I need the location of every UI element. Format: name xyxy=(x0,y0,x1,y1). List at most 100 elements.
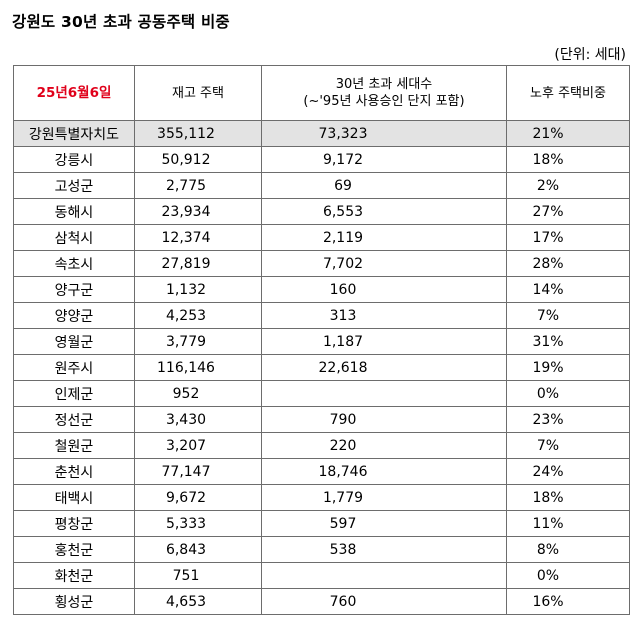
stock-cell: 2,775 xyxy=(134,172,262,199)
region-cell: 양구군 xyxy=(13,276,135,303)
header-ratio: 노후 주택비중 xyxy=(506,65,630,121)
region-cell: 정선군 xyxy=(13,406,135,433)
table-row: 정선군 3,430 790 23% xyxy=(13,406,630,433)
ratio-cell: 0% xyxy=(506,562,630,589)
housing-table: 25년6월6일 재고 주택 30년 초과 세대수 (~'95년 사용승인 단지 … xyxy=(13,65,630,615)
page-title: 강원도 30년 초과 공동주택 비중 xyxy=(12,13,230,31)
table-row: 고성군 2,775 69 2% xyxy=(13,172,630,199)
ratio-cell: 0% xyxy=(506,380,630,407)
stock-cell: 27,819 xyxy=(134,250,262,277)
region-cell: 영월군 xyxy=(13,328,135,355)
table-row: 인제군 952 0% xyxy=(13,380,630,407)
ratio-cell: 23% xyxy=(506,406,630,433)
table-row: 영월군 3,779 1,187 31% xyxy=(13,328,630,355)
table-row: 원주시 116,146 22,618 19% xyxy=(13,354,630,381)
table-row: 강릉시 50,912 9,172 18% xyxy=(13,146,630,173)
region-cell: 강원특별자치도 xyxy=(13,120,135,147)
table-row: 철원군 3,207 220 7% xyxy=(13,432,630,459)
ratio-cell: 28% xyxy=(506,250,630,277)
table-row: 삼척시 12,374 2,119 17% xyxy=(13,224,630,251)
over30-cell xyxy=(261,562,507,589)
stock-cell: 12,374 xyxy=(134,224,262,251)
over30-cell: 69 xyxy=(261,172,507,199)
ratio-cell: 7% xyxy=(506,432,630,459)
over30-cell: 6,553 xyxy=(261,198,507,225)
over30-cell: 7,702 xyxy=(261,250,507,277)
region-cell: 양양군 xyxy=(13,302,135,329)
region-cell: 속초시 xyxy=(13,250,135,277)
stock-cell: 4,253 xyxy=(134,302,262,329)
over30-cell xyxy=(261,380,507,407)
region-cell: 강릉시 xyxy=(13,146,135,173)
region-cell: 인제군 xyxy=(13,380,135,407)
unit-label: (단위: 세대) xyxy=(554,47,626,63)
region-cell: 원주시 xyxy=(13,354,135,381)
region-cell: 화천군 xyxy=(13,562,135,589)
region-cell: 춘천시 xyxy=(13,458,135,485)
ratio-cell: 18% xyxy=(506,146,630,173)
ratio-cell: 24% xyxy=(506,458,630,485)
stock-cell: 23,934 xyxy=(134,198,262,225)
over30-cell: 18,746 xyxy=(261,458,507,485)
over30-cell: 760 xyxy=(261,588,507,615)
region-cell: 동해시 xyxy=(13,198,135,225)
over30-cell: 160 xyxy=(261,276,507,303)
header-stock: 재고 주택 xyxy=(134,65,262,121)
over30-cell: 73,323 xyxy=(261,120,507,147)
stock-cell: 6,843 xyxy=(134,536,262,563)
stock-cell: 3,207 xyxy=(134,432,262,459)
region-cell: 홍천군 xyxy=(13,536,135,563)
ratio-cell: 18% xyxy=(506,484,630,511)
stock-cell: 3,779 xyxy=(134,328,262,355)
header-over30-line2: (~'95년 사용승인 단지 포함) xyxy=(303,94,465,109)
ratio-cell: 17% xyxy=(506,224,630,251)
table-row: 속초시 27,819 7,702 28% xyxy=(13,250,630,277)
header-over30-line1: 30년 초과 세대수 xyxy=(335,77,433,92)
ratio-cell: 27% xyxy=(506,198,630,225)
stock-cell: 1,132 xyxy=(134,276,262,303)
header-date: 25년6월6일 xyxy=(13,65,135,121)
over30-cell: 1,779 xyxy=(261,484,507,511)
region-cell: 철원군 xyxy=(13,432,135,459)
region-cell: 태백시 xyxy=(13,484,135,511)
table-row: 춘천시 77,147 18,746 24% xyxy=(13,458,630,485)
table-row: 횡성군 4,653 760 16% xyxy=(13,588,630,615)
table-row: 동해시 23,934 6,553 27% xyxy=(13,198,630,225)
region-cell: 삼척시 xyxy=(13,224,135,251)
ratio-cell: 19% xyxy=(506,354,630,381)
table-body: 강원특별자치도 355,112 73,323 21% 강릉시 50,912 9,172 18%… xyxy=(13,120,630,615)
table-row: 강원특별자치도 355,112 73,323 21% xyxy=(13,120,630,147)
table-row: 양구군 1,132 160 14% xyxy=(13,276,630,303)
ratio-cell: 21% xyxy=(506,120,630,147)
ratio-cell: 2% xyxy=(506,172,630,199)
over30-cell: 22,618 xyxy=(261,354,507,381)
over30-cell: 220 xyxy=(261,432,507,459)
table-row: 평창군 5,333 597 11% xyxy=(13,510,630,537)
header-over30: 30년 초과 세대수 (~'95년 사용승인 단지 포함) xyxy=(261,65,507,121)
over30-cell: 1,187 xyxy=(261,328,507,355)
over30-cell: 2,119 xyxy=(261,224,507,251)
over30-cell: 538 xyxy=(261,536,507,563)
stock-cell: 50,912 xyxy=(134,146,262,173)
stock-cell: 355,112 xyxy=(134,120,262,147)
ratio-cell: 14% xyxy=(506,276,630,303)
stock-cell: 4,653 xyxy=(134,588,262,615)
ratio-cell: 8% xyxy=(506,536,630,563)
ratio-cell: 31% xyxy=(506,328,630,355)
table-row: 화천군 751 0% xyxy=(13,562,630,589)
stock-cell: 952 xyxy=(134,380,262,407)
header-row: 25년6월6일 재고 주택 30년 초과 세대수 (~'95년 사용승인 단지 … xyxy=(13,65,630,121)
stock-cell: 9,672 xyxy=(134,484,262,511)
stock-cell: 5,333 xyxy=(134,510,262,537)
table-row: 홍천군 6,843 538 8% xyxy=(13,536,630,563)
ratio-cell: 7% xyxy=(506,302,630,329)
region-cell: 평창군 xyxy=(13,510,135,537)
stock-cell: 116,146 xyxy=(134,354,262,381)
region-cell: 고성군 xyxy=(13,172,135,199)
table-row: 태백시 9,672 1,779 18% xyxy=(13,484,630,511)
table-header: 25년6월6일 재고 주택 30년 초과 세대수 (~'95년 사용승인 단지 … xyxy=(13,65,630,121)
over30-cell: 313 xyxy=(261,302,507,329)
over30-cell: 597 xyxy=(261,510,507,537)
region-cell: 횡성군 xyxy=(13,588,135,615)
stock-cell: 751 xyxy=(134,562,262,589)
